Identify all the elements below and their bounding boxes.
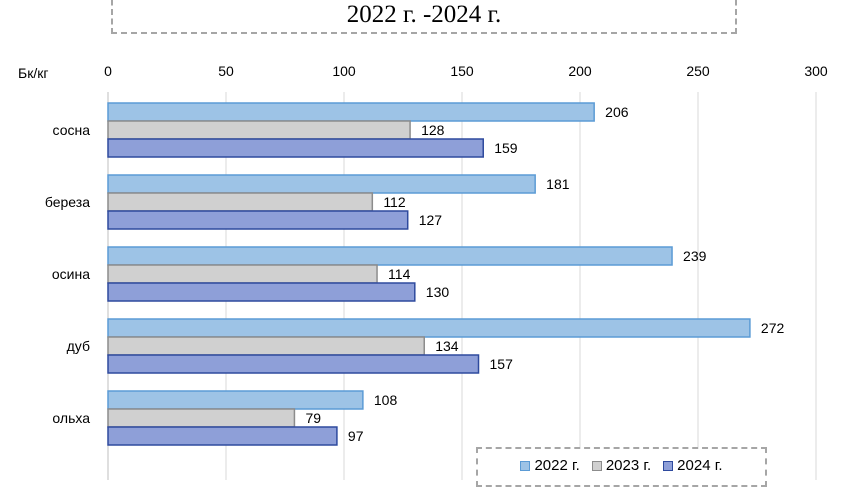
chart-title-box: 2022 г. -2024 г.	[111, 0, 737, 34]
bar	[107, 210, 409, 230]
legend-swatch	[520, 460, 531, 471]
category-label: дуб	[67, 338, 90, 354]
bar	[107, 102, 595, 122]
legend-label: 2022 г.	[534, 457, 580, 474]
data-label: 159	[494, 140, 518, 156]
chart-title: 2022 г. -2024 г.	[346, 1, 502, 28]
data-label: 130	[426, 284, 450, 300]
x-tick-label: 300	[804, 63, 828, 79]
bar	[107, 390, 364, 410]
x-tick-label: 200	[568, 63, 592, 79]
bar	[107, 282, 416, 302]
data-label: 181	[546, 176, 570, 192]
data-label: 157	[490, 356, 514, 372]
bar	[107, 354, 480, 374]
category-label: осина	[52, 266, 90, 282]
bar	[107, 192, 374, 212]
data-label: 79	[305, 410, 321, 426]
x-tick-label: 250	[686, 63, 710, 79]
data-label: 97	[348, 428, 364, 444]
x-tick-label: 0	[104, 63, 112, 79]
legend-swatch	[591, 460, 602, 471]
x-tick-label: 50	[218, 63, 234, 79]
bar	[107, 318, 751, 338]
legend: 2022 г. 2023 г. 2024 г.	[476, 447, 767, 487]
x-tick-label: 100	[332, 63, 356, 79]
category-label: ольха	[52, 410, 90, 426]
category-label: береза	[45, 194, 90, 210]
legend-item: 2022 г.	[520, 457, 580, 474]
bar	[107, 174, 536, 194]
data-label: 112	[383, 194, 406, 210]
data-label: 239	[683, 248, 707, 264]
data-label: 206	[605, 104, 629, 120]
bar	[107, 138, 484, 158]
bar	[107, 426, 338, 446]
data-label: 134	[435, 338, 459, 354]
legend-item: 2023 г.	[591, 457, 652, 474]
legend-item: 2024 г.	[663, 457, 723, 474]
data-label: 128	[421, 122, 445, 138]
bar	[107, 408, 296, 428]
legend-swatch	[663, 460, 674, 471]
data-label: 108	[374, 392, 398, 408]
bar	[107, 264, 378, 284]
bar	[107, 246, 673, 266]
bar	[107, 120, 411, 140]
data-label: 114	[388, 266, 411, 282]
category-label: сосна	[53, 122, 91, 138]
x-tick-label: 150	[450, 63, 474, 79]
data-label: 127	[419, 212, 443, 228]
data-label: 272	[761, 320, 785, 336]
bar	[107, 336, 425, 356]
legend-label: 2023 г.	[605, 457, 652, 474]
unit-label: Бк/кг	[18, 65, 48, 81]
legend-label: 2024 г.	[677, 457, 723, 474]
